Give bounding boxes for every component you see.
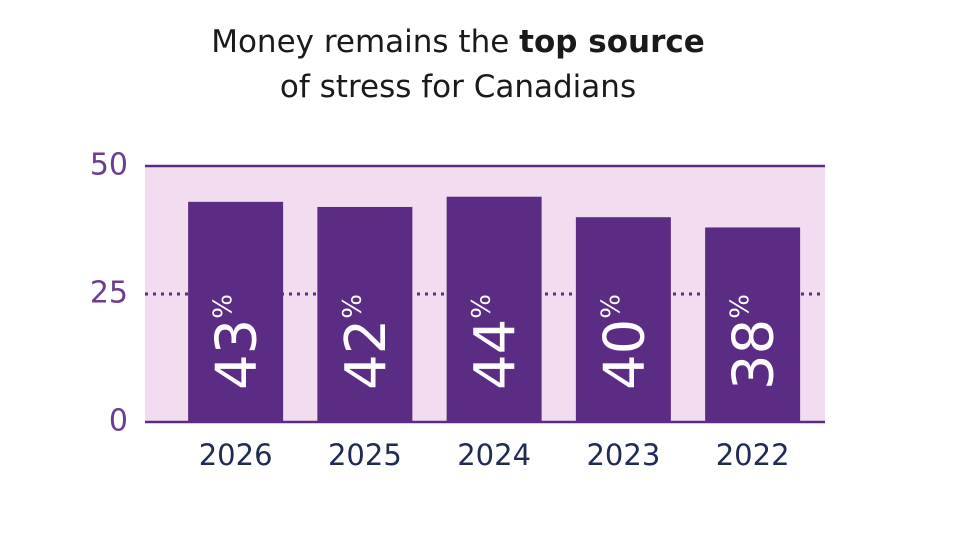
title-run: top source (519, 24, 705, 60)
x-tick-label: 2025 (328, 438, 402, 472)
y-tick-label: 50 (90, 148, 128, 183)
x-tick-label: 2022 (716, 438, 790, 472)
value-label: 42% (334, 294, 399, 390)
x-tick-label: 2023 (586, 438, 660, 472)
bar (188, 201, 284, 422)
y-tick-label: 0 (109, 404, 128, 439)
title-run: of stress for Canadians (280, 69, 636, 105)
value-label: 44% (463, 294, 528, 390)
title-line: Money remains the top source (211, 24, 705, 60)
value-label: 40% (592, 294, 657, 390)
bar (317, 206, 413, 422)
title-run: Money remains the (211, 24, 519, 60)
chart-title: Money remains the top source of stress fo… (211, 24, 705, 105)
value-label: 38% (722, 294, 787, 390)
bar (705, 227, 801, 422)
y-tick-label: 25 (90, 276, 128, 311)
bar (446, 196, 542, 422)
bar (575, 217, 671, 422)
value-label: 43% (205, 294, 270, 390)
title-line: of stress for Canadians (280, 69, 636, 105)
x-tick-label: 2026 (199, 438, 273, 472)
x-tick-label: 2024 (457, 438, 531, 472)
